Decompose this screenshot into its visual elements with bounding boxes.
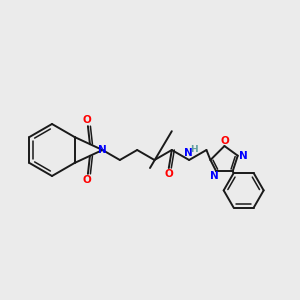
Text: N: N bbox=[184, 148, 193, 158]
Text: H: H bbox=[190, 145, 198, 154]
Text: O: O bbox=[164, 169, 173, 179]
Text: O: O bbox=[82, 115, 91, 125]
Text: O: O bbox=[82, 175, 91, 185]
Text: N: N bbox=[98, 145, 107, 155]
Text: N: N bbox=[239, 151, 248, 161]
Text: N: N bbox=[210, 171, 219, 181]
Text: O: O bbox=[220, 136, 229, 146]
